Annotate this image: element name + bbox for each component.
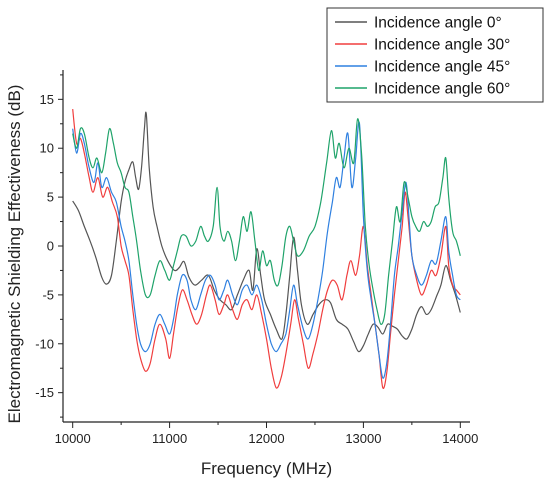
legend: Incidence angle 0° Incidence angle 30° Inc…: [326, 7, 544, 103]
y-tick-label: -15: [35, 385, 54, 400]
series-layer: [72, 109, 461, 390]
x-tick-label: 14000: [442, 431, 478, 446]
y-tick-label: -5: [42, 287, 54, 302]
series-line-2: [72, 121, 461, 379]
y-axis-title: Electromagnetic Shielding Effectiveness …: [5, 85, 24, 424]
x-tick-label: 13000: [345, 431, 381, 446]
y-tick-label: 10: [40, 141, 54, 156]
y-tick-label: 5: [47, 190, 54, 205]
legend-box: [326, 7, 544, 103]
tick-labels: -15 -10 -5 0 5 10 15 10000 11000 12000 13000 14000: [35, 92, 478, 446]
series-line-1: [72, 109, 461, 390]
x-axis-title: Frequency (MHz): [201, 459, 332, 478]
y-tick-label: 0: [47, 239, 54, 254]
legend-label: Incidence angle 60°: [374, 81, 510, 98]
x-tick-label: 10000: [55, 431, 91, 446]
axes: [58, 70, 470, 428]
legend-label: Incidence angle 30°: [374, 37, 510, 54]
legend-label: Incidence angle 45°: [374, 59, 510, 76]
x-tick-label: 11000: [152, 431, 187, 446]
y-tick-label: 15: [40, 92, 54, 107]
series-line-0: [72, 111, 461, 353]
y-tick-label: -10: [35, 336, 54, 351]
series-line-3: [72, 118, 461, 325]
legend-label: Incidence angle 0°: [374, 15, 502, 32]
x-tick-label: 12000: [248, 431, 284, 446]
